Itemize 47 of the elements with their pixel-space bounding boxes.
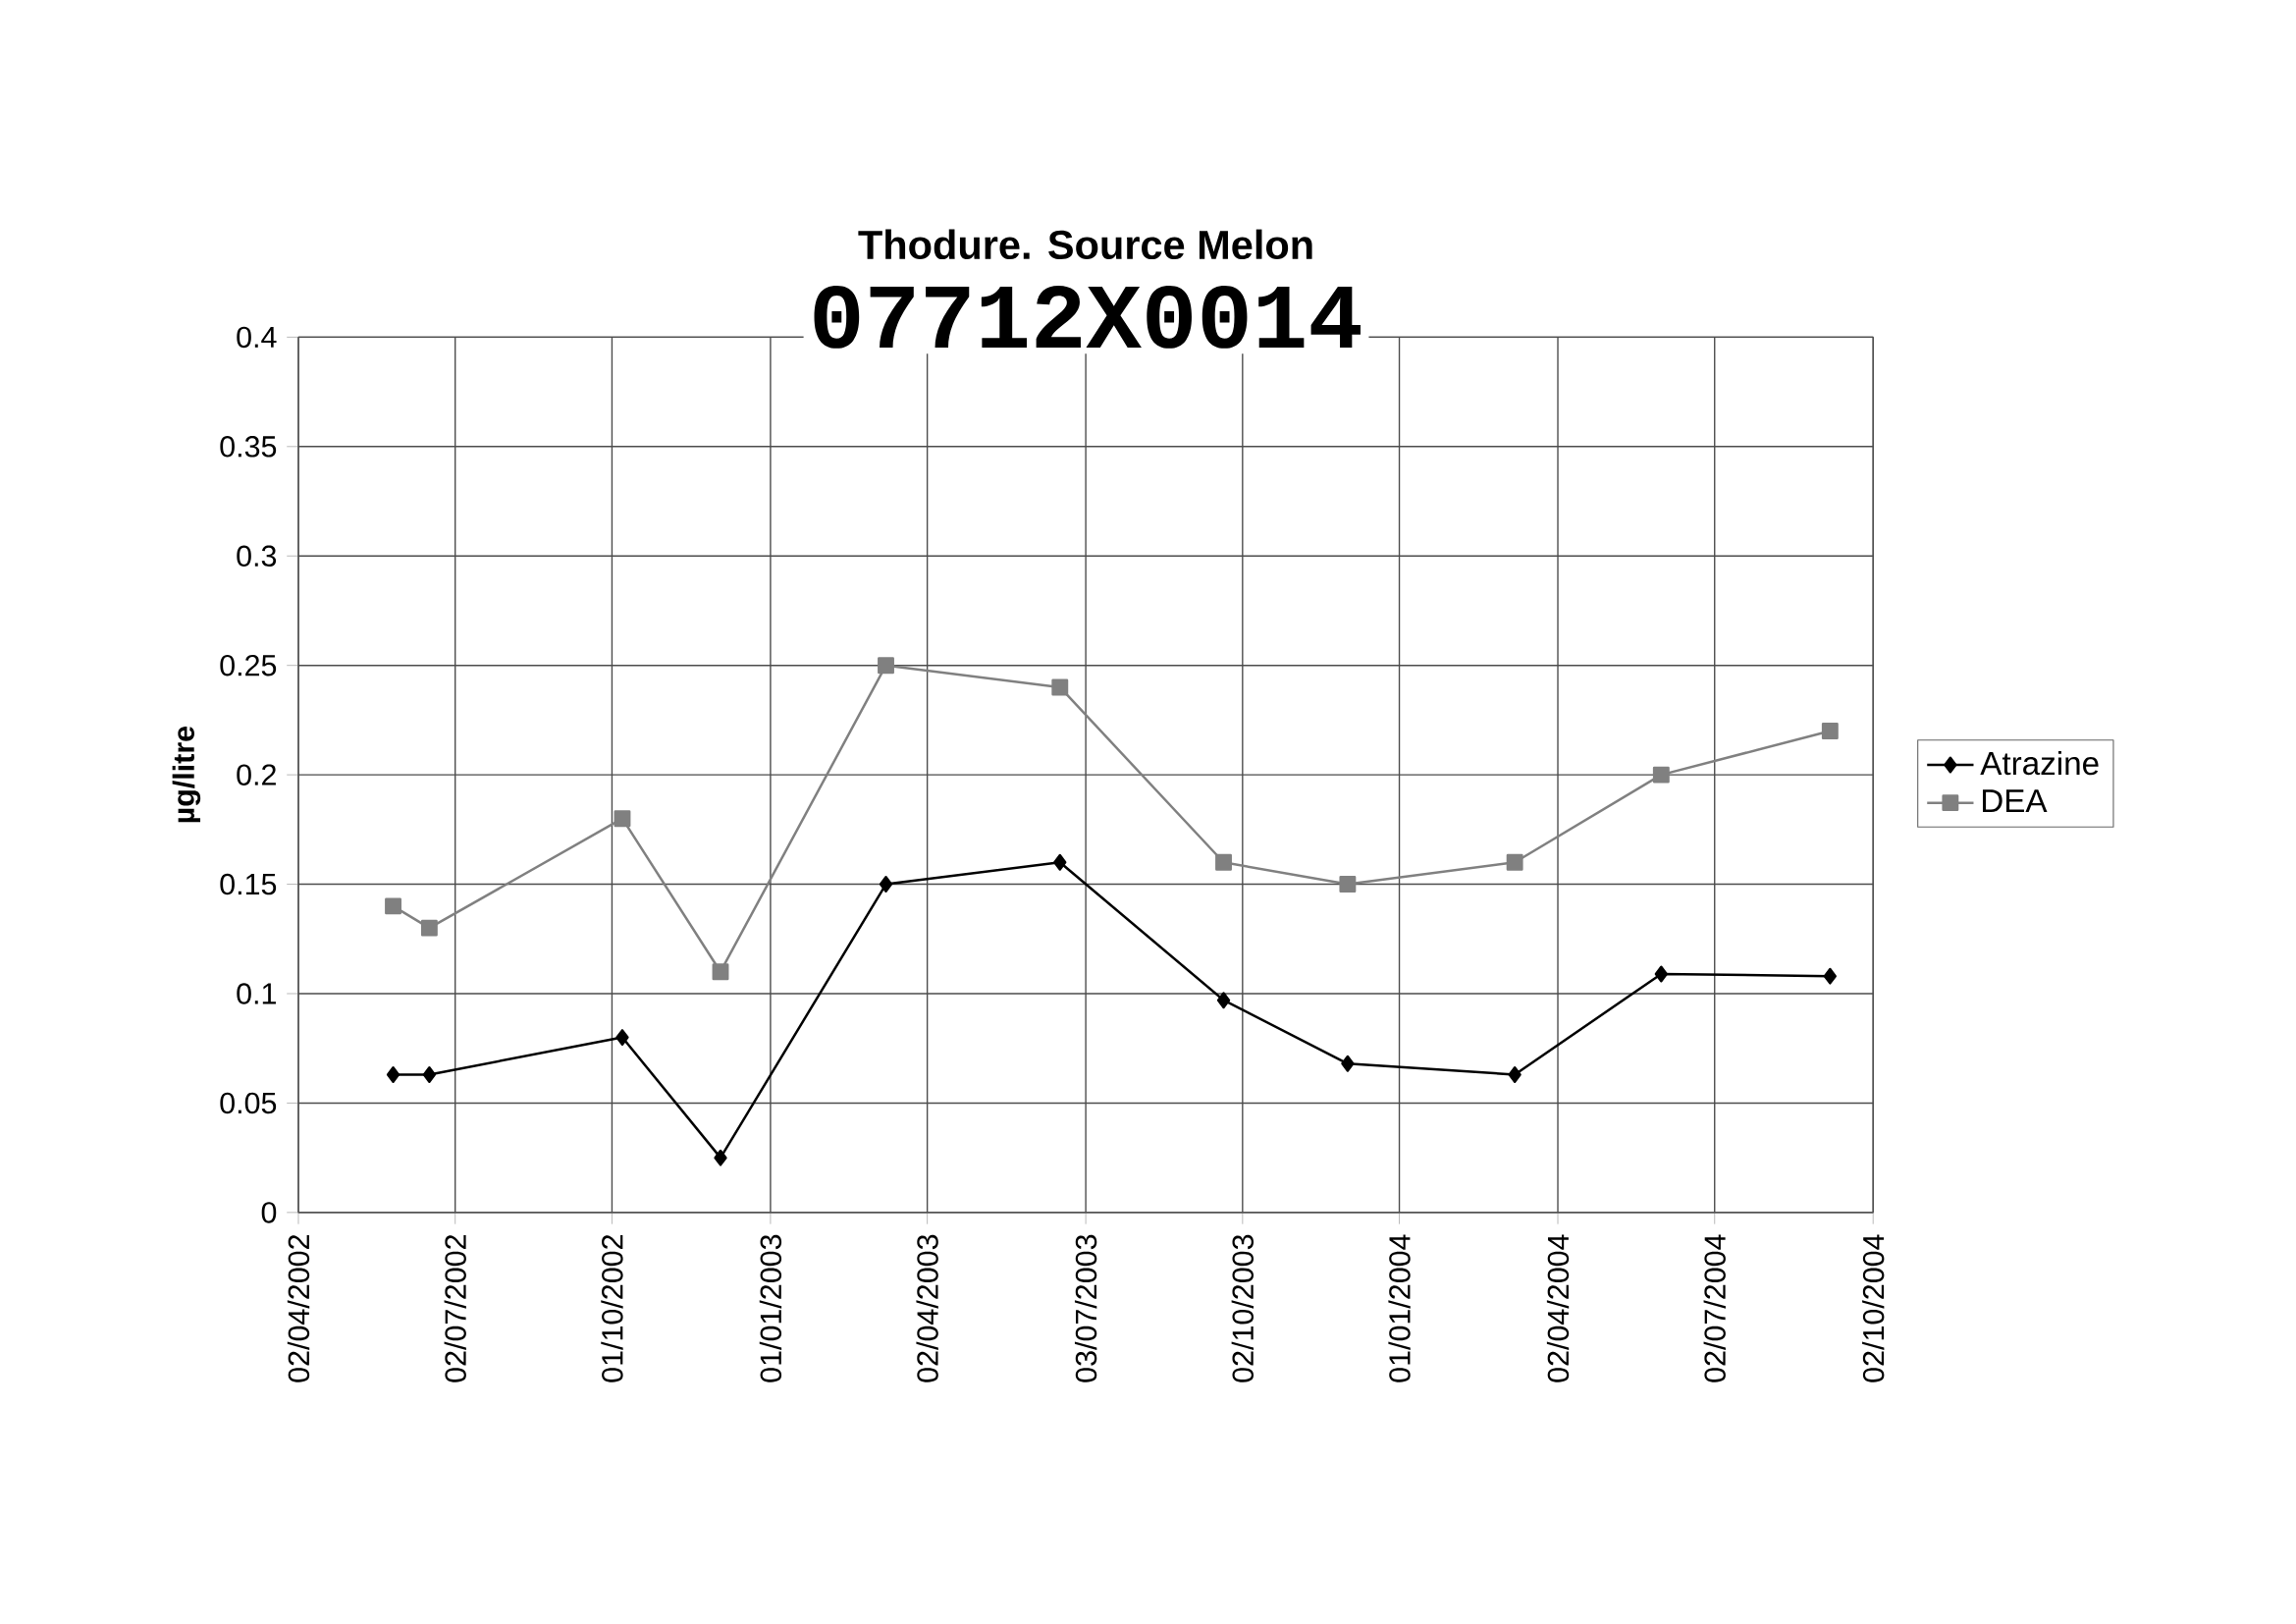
- x-tick-label: 02/04/2004: [1546, 1234, 1570, 1382]
- point: [714, 1149, 727, 1166]
- x-tick-label: 02/07/2004: [1703, 1234, 1726, 1382]
- x-tick-label: 01/10/2002: [601, 1235, 623, 1382]
- x-tick-label: 02/10/2003: [1231, 1234, 1255, 1382]
- point: [1654, 965, 1668, 983]
- point: [1215, 853, 1232, 871]
- point: [614, 810, 631, 828]
- point: [1053, 853, 1067, 871]
- point: [420, 919, 438, 937]
- x-tick-label: 01/01/2004: [1388, 1234, 1411, 1382]
- y-tick-label: 0.05: [220, 1092, 277, 1114]
- legend-label: Atrazine: [1980, 750, 2099, 776]
- point: [879, 876, 893, 893]
- y-tick-label: 0: [261, 1202, 277, 1223]
- point: [1821, 723, 1839, 740]
- y-tick-label: 0.25: [220, 655, 277, 677]
- point: [1506, 853, 1523, 871]
- x-tick-label: 02/04/2002: [287, 1235, 310, 1382]
- point: [386, 1066, 400, 1083]
- chart-subtitle: 07712X0014: [814, 286, 1361, 349]
- x-tick-label: 02/10/2004: [1862, 1234, 1885, 1382]
- x-tick-label: 03/07/2003: [1074, 1234, 1097, 1382]
- y-tick-label: 0.3: [237, 545, 277, 568]
- point: [878, 657, 894, 675]
- y-tick-label: 0.35: [220, 436, 277, 458]
- chart-title: Thodure. Source Melon: [858, 229, 1312, 260]
- point: [1508, 1066, 1522, 1083]
- y-axis-title: µg/litre: [172, 727, 201, 823]
- point: [615, 1029, 629, 1047]
- x-tick-label: 01/01/2003: [759, 1234, 782, 1382]
- point: [712, 963, 729, 981]
- point: [1339, 876, 1357, 893]
- point: [422, 1066, 437, 1083]
- legend-label: DEA: [1983, 789, 2048, 813]
- y-tick-label: 0.4: [237, 326, 277, 349]
- point: [1051, 678, 1069, 696]
- x-tick-label: 02/07/2002: [444, 1235, 466, 1382]
- x-tick-label: 02/04/2003: [916, 1234, 938, 1382]
- point: [1216, 992, 1231, 1009]
- point: [385, 897, 401, 915]
- point: [1652, 766, 1670, 784]
- point: [1341, 1055, 1355, 1072]
- point: [1823, 967, 1837, 985]
- y-tick-label: 0.15: [220, 873, 277, 895]
- y-tick-label: 0.1: [237, 983, 276, 1004]
- y-tick-label: 0.2: [237, 764, 276, 785]
